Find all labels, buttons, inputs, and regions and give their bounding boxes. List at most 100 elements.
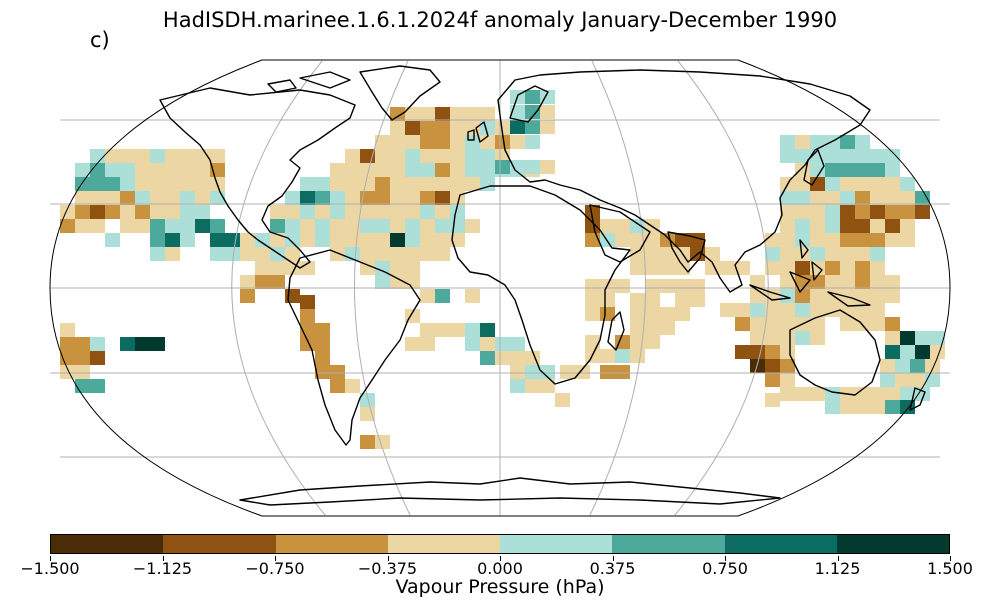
anomaly-cell xyxy=(75,379,90,393)
anomaly-cell xyxy=(90,337,105,351)
anomaly-cell xyxy=(420,289,435,303)
anomaly-cell xyxy=(810,331,825,345)
anomaly-cell xyxy=(675,307,690,321)
colorbar-tick-label: 1.500 xyxy=(927,559,973,578)
anomaly-cell xyxy=(585,293,600,307)
anomaly-cell xyxy=(510,160,525,174)
anomaly-cell xyxy=(645,335,660,349)
colorbar-segment xyxy=(387,535,500,553)
anomaly-cell xyxy=(810,289,825,303)
anomaly-cell xyxy=(405,247,420,261)
anomaly-cell xyxy=(780,303,795,317)
anomaly-cell xyxy=(615,233,630,247)
anomaly-cell xyxy=(780,359,795,373)
anomaly-cell xyxy=(465,219,480,233)
anomaly-cell xyxy=(360,247,375,261)
anomaly-cell xyxy=(390,191,405,205)
anomaly-cell xyxy=(150,149,165,163)
anomaly-cell xyxy=(405,135,420,149)
anomaly-cell xyxy=(450,135,465,149)
anomaly-cell xyxy=(810,163,825,177)
anomaly-cell xyxy=(105,191,120,205)
anomaly-cell xyxy=(435,135,450,149)
anomaly-cell xyxy=(900,345,915,359)
anomaly-cell xyxy=(870,317,885,331)
anomaly-cell xyxy=(510,135,525,149)
anomaly-cell xyxy=(285,219,300,233)
anomaly-cell xyxy=(780,247,795,261)
anomaly-cell xyxy=(495,160,510,174)
anomaly-cell xyxy=(210,233,225,247)
graticule xyxy=(50,60,950,516)
anomaly-cell xyxy=(585,307,600,321)
anomaly-cell xyxy=(645,293,660,307)
anomaly-cell xyxy=(825,400,840,414)
anomaly-cell xyxy=(525,379,540,393)
anomaly-cell xyxy=(910,373,925,387)
anomaly-cell xyxy=(870,387,885,401)
anomaly-cell xyxy=(765,247,780,261)
anomaly-cell xyxy=(630,247,645,261)
anomaly-cell xyxy=(825,233,840,247)
anomaly-cell xyxy=(105,149,120,163)
anomaly-cell xyxy=(900,387,915,401)
anomaly-cell xyxy=(870,205,885,219)
anomaly-cell xyxy=(555,393,570,407)
anomaly-cell xyxy=(255,247,270,261)
anomaly-cell xyxy=(330,205,345,219)
anomaly-cell xyxy=(825,261,840,275)
anomaly-cell xyxy=(165,177,180,191)
colorbar-tick-label: 0.000 xyxy=(477,559,523,578)
anomaly-cell xyxy=(855,233,870,247)
anomaly-cell xyxy=(795,149,810,163)
anomaly-cell xyxy=(855,219,870,233)
anomaly-cell xyxy=(780,345,795,359)
anomaly-cell xyxy=(195,205,210,219)
chart-title: HadISDH.marinee.1.6.1.2024f anomaly Janu… xyxy=(162,8,838,32)
anomaly-cell xyxy=(255,275,270,289)
anomaly-cell xyxy=(840,219,855,233)
anomaly-cell xyxy=(885,317,900,331)
anomaly-cell xyxy=(780,135,795,149)
anomaly-cell xyxy=(765,359,780,373)
anomaly-cell xyxy=(840,177,855,191)
anomaly-cell xyxy=(660,247,675,261)
anomaly-cell xyxy=(510,120,525,134)
anomaly-cell xyxy=(360,219,375,233)
anomaly-cell xyxy=(300,191,315,205)
anomaly-cell xyxy=(150,219,165,233)
anomaly-cell xyxy=(780,149,795,163)
anomaly-cell xyxy=(645,247,660,261)
anomaly-cell xyxy=(855,387,870,401)
anomaly-cell xyxy=(360,233,375,247)
anomaly-cell xyxy=(405,163,420,177)
anomaly-cell xyxy=(135,337,150,351)
anomaly-cell xyxy=(645,279,660,293)
anomaly-cell xyxy=(330,379,345,393)
anomaly-cell xyxy=(885,289,900,303)
anomaly-cell xyxy=(645,261,660,275)
anomaly-cell xyxy=(885,345,900,359)
anomaly-cell xyxy=(135,191,150,205)
anomaly-cell xyxy=(630,349,645,363)
anomaly-cell xyxy=(750,303,765,317)
anomaly-cell xyxy=(895,373,910,387)
anomaly-cell xyxy=(465,323,480,337)
anomaly-cell xyxy=(330,233,345,247)
anomaly-cell xyxy=(180,233,195,247)
anomaly-cell xyxy=(420,219,435,233)
anomaly-cell xyxy=(405,191,420,205)
anomaly-cell xyxy=(510,337,525,351)
anomaly-cell xyxy=(180,219,195,233)
anomaly-cell xyxy=(375,275,390,289)
anomaly-cell xyxy=(150,177,165,191)
colorbar-tick xyxy=(725,556,726,561)
anomaly-cell xyxy=(840,205,855,219)
anomaly-cell xyxy=(180,163,195,177)
colorbar-tick xyxy=(950,556,951,561)
anomaly-cell xyxy=(300,233,315,247)
eurasia-coast xyxy=(497,69,871,293)
anomaly-cell xyxy=(900,331,915,345)
anomaly-cell xyxy=(480,107,495,121)
anomaly-cell xyxy=(810,205,825,219)
